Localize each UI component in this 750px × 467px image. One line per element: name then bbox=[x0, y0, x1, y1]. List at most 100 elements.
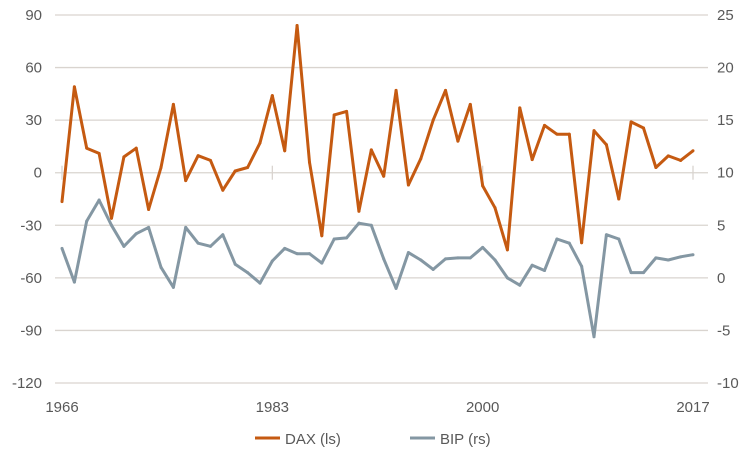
left-y-tick-label: 0 bbox=[34, 165, 42, 182]
data-point-dax bbox=[679, 158, 683, 162]
data-point-bip bbox=[604, 233, 608, 237]
data-point-bip bbox=[233, 262, 237, 266]
data-point-dax bbox=[691, 149, 695, 153]
data-point-dax bbox=[444, 88, 448, 92]
data-point-dax bbox=[567, 132, 571, 136]
legend-label-bip: BIP (rs) bbox=[440, 431, 491, 448]
data-point-dax bbox=[580, 241, 584, 245]
data-point-dax bbox=[208, 158, 212, 162]
right-y-tick-label: 10 bbox=[717, 165, 734, 182]
left-y-tick-label: -60 bbox=[20, 270, 42, 287]
data-point-dax bbox=[617, 197, 621, 201]
data-point-bip bbox=[109, 223, 113, 227]
data-point-bip bbox=[456, 256, 460, 260]
data-point-dax bbox=[221, 188, 225, 192]
data-point-dax bbox=[468, 102, 472, 106]
data-point-dax bbox=[406, 183, 410, 187]
x-tick-label: 1966 bbox=[45, 399, 78, 416]
data-point-bip bbox=[406, 251, 410, 255]
gridlines bbox=[55, 14, 708, 384]
data-point-bip bbox=[258, 281, 262, 285]
data-point-dax bbox=[72, 85, 76, 89]
left-y-tick-label: 30 bbox=[25, 112, 42, 129]
x-tick-label: 1983 bbox=[256, 399, 289, 416]
data-point-dax bbox=[171, 102, 175, 106]
legend-label-dax: DAX (ls) bbox=[285, 431, 341, 448]
data-point-bip bbox=[97, 198, 101, 202]
data-point-bip bbox=[147, 225, 151, 229]
data-point-dax bbox=[369, 148, 373, 152]
data-point-dax bbox=[295, 24, 299, 28]
data-point-bip bbox=[518, 283, 522, 287]
data-point-dax bbox=[654, 165, 658, 169]
data-point-dax bbox=[394, 88, 398, 92]
data-point-dax bbox=[233, 169, 237, 173]
data-point-bip bbox=[357, 221, 361, 225]
data-point-dax bbox=[481, 184, 485, 188]
data-point-bip bbox=[307, 252, 311, 256]
data-point-bip bbox=[184, 225, 188, 229]
data-point-dax bbox=[147, 208, 151, 212]
data-point-bip bbox=[530, 263, 534, 267]
right-y-tick-label: -10 bbox=[717, 375, 739, 392]
data-point-bip bbox=[419, 258, 423, 262]
data-point-bip bbox=[394, 286, 398, 290]
data-point-dax bbox=[666, 154, 670, 158]
x-tick-label: 2000 bbox=[466, 399, 499, 416]
right-y-tick-label: 20 bbox=[717, 60, 734, 77]
data-point-bip bbox=[505, 276, 509, 280]
data-point-dax bbox=[134, 146, 138, 150]
x-axis: 1966 1983 2000 2017 bbox=[45, 165, 710, 416]
data-point-dax bbox=[184, 179, 188, 183]
data-point-dax bbox=[592, 129, 596, 133]
data-point-dax bbox=[604, 143, 608, 147]
data-point-bip bbox=[221, 233, 225, 237]
data-point-bip bbox=[654, 256, 658, 260]
data-point-dax bbox=[246, 165, 250, 169]
data-point-dax bbox=[431, 118, 435, 122]
series-line-bip bbox=[60, 198, 694, 339]
data-point-bip bbox=[617, 237, 621, 241]
series-lines bbox=[60, 24, 695, 339]
data-point-bip bbox=[134, 232, 138, 236]
data-point-bip bbox=[555, 237, 559, 241]
data-point-bip bbox=[208, 244, 212, 248]
legend: DAX (ls) BIP (rs) bbox=[255, 431, 491, 448]
data-point-dax bbox=[493, 206, 497, 210]
data-point-bip bbox=[369, 223, 373, 227]
data-point-bip bbox=[481, 245, 485, 249]
data-point-bip bbox=[332, 237, 336, 241]
data-point-bip bbox=[543, 268, 547, 272]
data-point-dax bbox=[258, 141, 262, 145]
data-point-dax bbox=[109, 216, 113, 220]
x-tick-label: 2017 bbox=[676, 399, 709, 416]
data-point-dax bbox=[382, 174, 386, 178]
left-y-tick-label: 60 bbox=[25, 60, 42, 77]
data-point-dax bbox=[642, 126, 646, 130]
right-y-axis: 25 20 15 10 5 0 -5 -10 bbox=[717, 7, 739, 392]
data-point-bip bbox=[468, 256, 472, 260]
right-y-tick-label: -5 bbox=[717, 322, 730, 339]
data-point-dax bbox=[159, 165, 163, 169]
data-point-bip bbox=[592, 335, 596, 339]
data-point-dax bbox=[60, 200, 64, 204]
left-y-axis: 90 60 30 0 -30 -60 -90 -120 bbox=[12, 7, 42, 392]
left-y-tick-label: -30 bbox=[20, 217, 42, 234]
data-point-bip bbox=[246, 271, 250, 275]
right-y-tick-label: 25 bbox=[717, 7, 734, 24]
data-point-bip bbox=[382, 257, 386, 261]
data-point-bip bbox=[444, 257, 448, 261]
data-point-bip bbox=[72, 280, 76, 284]
data-point-dax bbox=[629, 120, 633, 124]
data-point-dax bbox=[505, 248, 509, 252]
data-point-dax bbox=[345, 109, 349, 113]
data-point-dax bbox=[320, 234, 324, 238]
right-y-tick-label: 5 bbox=[717, 217, 725, 234]
data-point-bip bbox=[691, 253, 695, 257]
data-point-bip bbox=[196, 241, 200, 245]
data-point-bip bbox=[159, 265, 163, 269]
right-y-tick-label: 15 bbox=[717, 112, 734, 129]
data-point-dax bbox=[196, 154, 200, 158]
data-point-dax bbox=[456, 139, 460, 143]
data-point-dax bbox=[122, 155, 126, 159]
